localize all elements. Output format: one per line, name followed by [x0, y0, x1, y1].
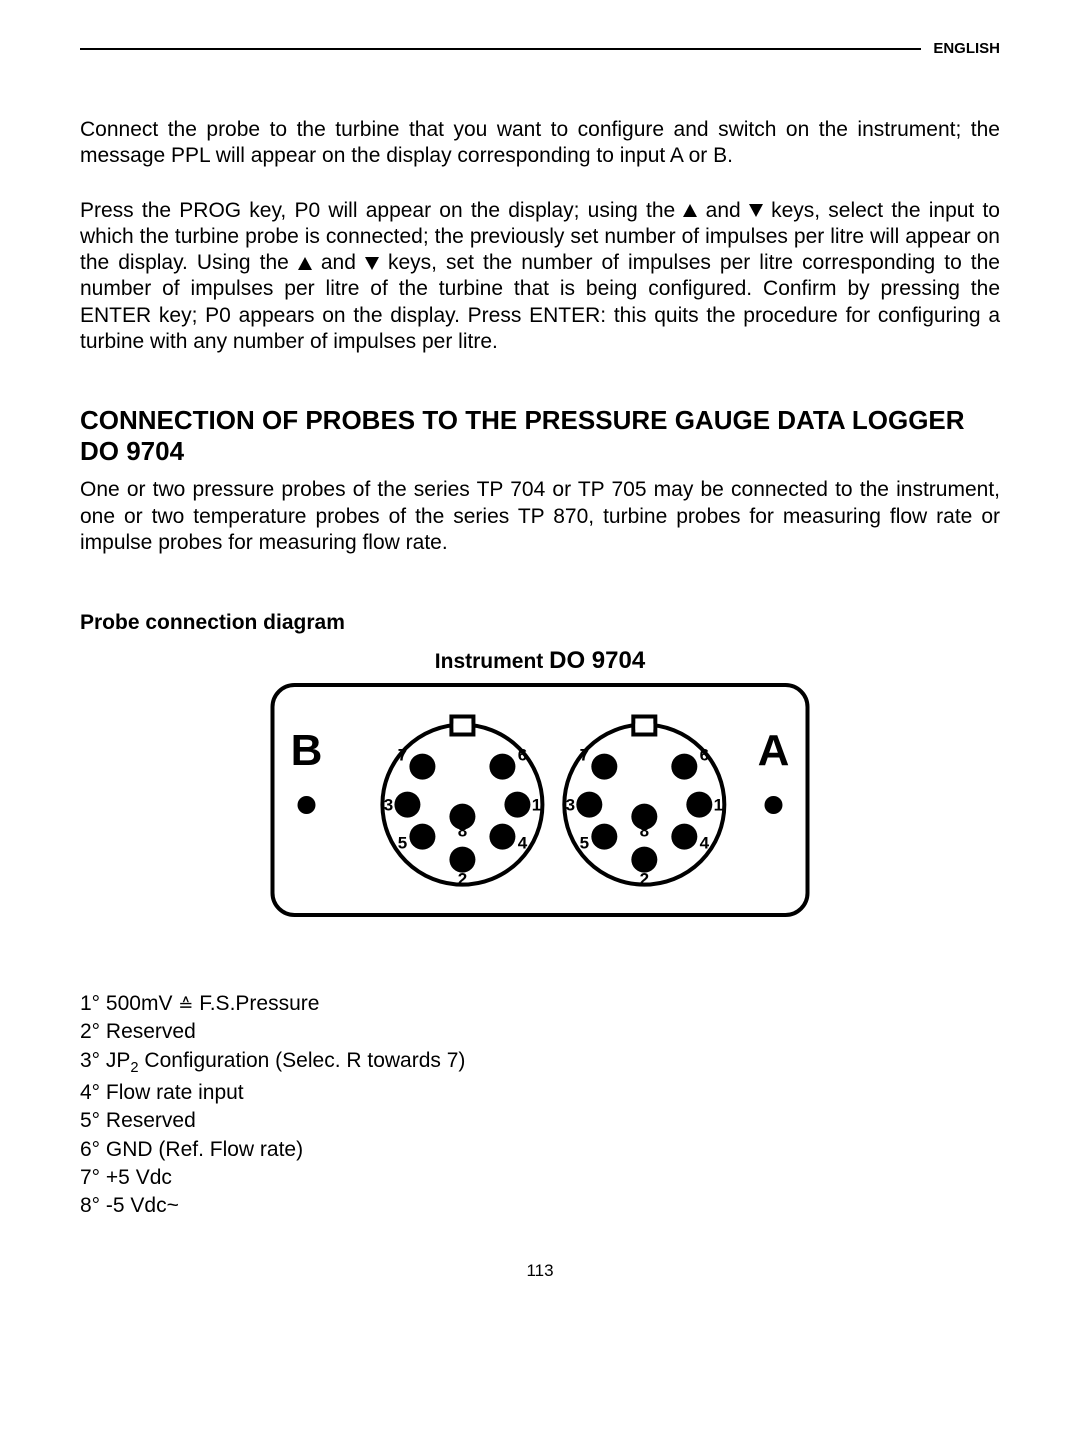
- svg-text:4: 4: [518, 834, 528, 853]
- triangle-down-icon: [749, 204, 763, 217]
- header-rule: ENGLISH: [80, 40, 1000, 57]
- section-title: CONNECTION OF PROBES TO THE PRESSURE GAU…: [80, 405, 1000, 467]
- pinout-row: 5° Reserved: [80, 1107, 1000, 1135]
- svg-text:3: 3: [566, 796, 575, 815]
- pinout-row: 1° 500mV ≙ F.S.Pressure: [80, 990, 1000, 1018]
- svg-text:8: 8: [640, 822, 649, 841]
- pinout-row: 4° Flow rate input: [80, 1079, 1000, 1107]
- paragraph-2b: and: [697, 199, 748, 222]
- svg-text:5: 5: [398, 834, 407, 853]
- pinout-num: 1°: [80, 992, 100, 1015]
- paragraph-2a: Press the PROG key, P0 will appear on th…: [80, 199, 683, 222]
- diagram-title: Instrument DO 9704: [80, 647, 1000, 675]
- pinout-num: 2°: [80, 1020, 100, 1043]
- triangle-down-icon: [365, 257, 379, 270]
- pinout-num: 7°: [80, 1166, 100, 1189]
- svg-text:8: 8: [458, 822, 467, 841]
- pinout-text: +5 Vdc: [100, 1166, 172, 1189]
- header-rule-line: [80, 48, 921, 50]
- triangle-up-icon: [683, 204, 697, 217]
- pinout-text: F.S.Pressure: [193, 992, 319, 1015]
- pinout-num: 5°: [80, 1109, 100, 1132]
- page: ENGLISH Connect the probe to the turbine…: [0, 0, 1080, 1311]
- diagram-wrapper: Instrument DO 9704 B A 1 2 3 4 5 6 7 8 1 2 3 4 5 6 7 8: [80, 647, 1000, 930]
- pinout-text: Flow rate input: [100, 1081, 244, 1104]
- language-label: ENGLISH: [933, 40, 1000, 57]
- pinout-text: Configuration (Selec. R towards 7): [139, 1049, 466, 1072]
- pinout-text: JP: [100, 1049, 130, 1072]
- delta-hat-icon: ≙: [178, 996, 193, 1014]
- pinout-row: 7° +5 Vdc: [80, 1164, 1000, 1192]
- pinout-text: -5 Vdc~: [100, 1194, 179, 1217]
- svg-text:6: 6: [700, 746, 709, 765]
- svg-text:A: A: [758, 726, 790, 775]
- svg-text:6: 6: [518, 746, 527, 765]
- svg-text:1: 1: [532, 796, 541, 815]
- pinout-num: 3°: [80, 1049, 100, 1072]
- pinout-row: 8° -5 Vdc~: [80, 1192, 1000, 1220]
- paragraph-2: Press the PROG key, P0 will appear on th…: [80, 198, 1000, 356]
- pinout-text: Reserved: [100, 1109, 196, 1132]
- page-number: 113: [80, 1261, 1000, 1281]
- paragraph-2d: and: [312, 251, 365, 274]
- svg-text:4: 4: [700, 834, 710, 853]
- pinout-text: GND (Ref. Flow rate): [100, 1138, 303, 1161]
- svg-text:5: 5: [580, 834, 589, 853]
- svg-text:2: 2: [458, 870, 467, 889]
- pinout-subscript: 2: [130, 1060, 138, 1076]
- triangle-up-icon: [298, 257, 312, 270]
- svg-text:2: 2: [640, 870, 649, 889]
- diagram-subheading: Probe connection diagram: [80, 611, 1000, 635]
- diagram-title-big: DO 9704: [549, 647, 645, 674]
- pinout-num: 4°: [80, 1081, 100, 1104]
- pinout-num: 8°: [80, 1194, 100, 1217]
- pinout-row: 6° GND (Ref. Flow rate): [80, 1136, 1000, 1164]
- svg-text:1: 1: [714, 796, 723, 815]
- pinout-text: 500mV: [100, 992, 178, 1015]
- paragraph-1: Connect the probe to the turbine that yo…: [80, 117, 1000, 170]
- section-intro: One or two pressure probes of the series…: [80, 477, 1000, 556]
- diagram-title-small: Instrument: [435, 650, 549, 673]
- pinout-num: 6°: [80, 1138, 100, 1161]
- svg-text:7: 7: [580, 746, 589, 765]
- pinout-row: 3° JP2 Configuration (Selec. R towards 7…: [80, 1047, 1000, 1079]
- pinout-list: 1° 500mV ≙ F.S.Pressure2° Reserved3° JP2…: [80, 990, 1000, 1220]
- connector-panel-diagram: B A 1 2 3 4 5 6 7 8 1 2 3 4 5 6 7 8: [260, 675, 820, 925]
- pinout-row: 2° Reserved: [80, 1018, 1000, 1046]
- svg-text:7: 7: [398, 746, 407, 765]
- svg-text:3: 3: [384, 796, 393, 815]
- pinout-text: Reserved: [100, 1020, 196, 1043]
- svg-text:B: B: [291, 726, 323, 775]
